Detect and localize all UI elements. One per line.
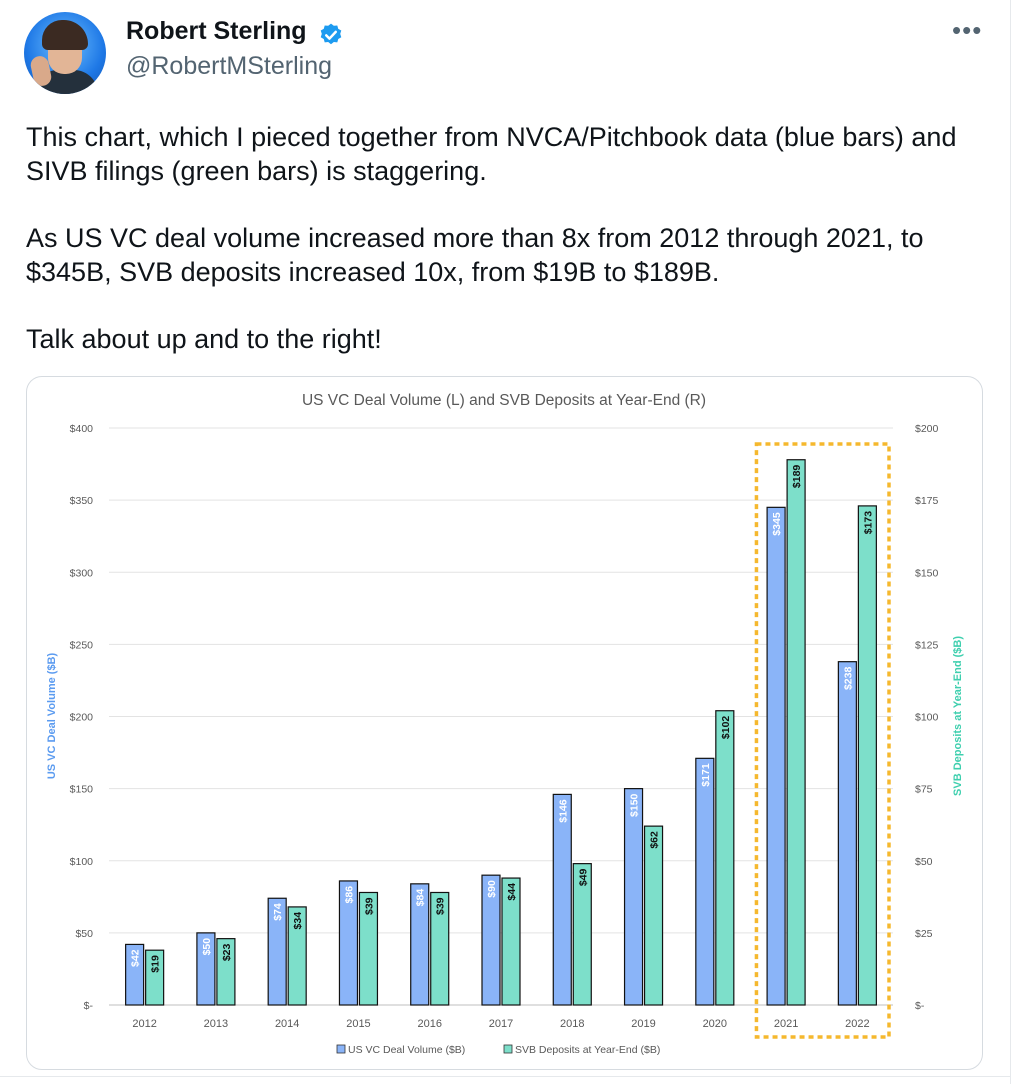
y2-axis-tick-label: $150 <box>915 567 939 579</box>
page-right-border <box>1010 0 1011 1084</box>
y2-axis-tick-label: $175 <box>915 495 939 507</box>
bar-svb-deposits <box>643 825 664 1006</box>
data-label-svb-deposits: $34 <box>292 912 304 930</box>
x-axis-tick-label: 2019 <box>631 1018 655 1030</box>
y2-axis-tick-label: $- <box>915 1000 925 1012</box>
bar-us-vc-deal-volume <box>267 897 287 1006</box>
x-axis-tick-label: 2021 <box>774 1018 798 1030</box>
data-label-us-vc-deal-volume: $238 <box>842 667 854 691</box>
bar-chart: US VC Deal Volume (L) and SVB Deposits a… <box>46 392 964 1056</box>
y2-axis-tick-label: $25 <box>915 928 933 940</box>
data-label-svb-deposits: $62 <box>649 831 661 849</box>
data-label-svb-deposits: $49 <box>577 868 589 886</box>
verified-badge-icon <box>320 23 342 45</box>
data-label-us-vc-deal-volume: $345 <box>771 512 783 536</box>
bar-us-vc-deal-volume <box>410 883 430 1006</box>
chart-title: US VC Deal Volume (L) and SVB Deposits a… <box>302 392 706 409</box>
more-options-icon[interactable]: ••• <box>952 15 983 45</box>
tweet-text: This chart, which I pieced together from… <box>26 120 986 389</box>
data-label-us-vc-deal-volume: $74 <box>272 903 284 921</box>
y2-axis-tick-label: $75 <box>915 784 933 796</box>
bar-us-vc-deal-volume <box>837 661 857 1006</box>
bar-us-vc-deal-volume <box>695 757 715 1006</box>
bar-svb-deposits <box>857 505 877 1006</box>
bar-us-vc-deal-volume <box>481 874 501 1006</box>
bar-svb-deposits <box>572 863 592 1006</box>
legend-swatch-svb-deposits <box>503 1044 513 1054</box>
y-axis-tick-label: $- <box>84 1000 94 1012</box>
bar-us-vc-deal-volume <box>552 793 572 1006</box>
data-label-us-vc-deal-volume: $42 <box>130 949 142 967</box>
chart-image-card[interactable]: US VC Deal Volume (L) and SVB Deposits a… <box>26 376 983 1070</box>
data-label-svb-deposits: $23 <box>221 943 233 961</box>
y-axis-title: US VC Deal Volume ($B) <box>46 653 58 780</box>
x-axis-tick-label: 2022 <box>845 1018 869 1030</box>
author-handle[interactable]: @RobertMSterling <box>126 52 333 80</box>
data-label-us-vc-deal-volume: $146 <box>557 799 569 823</box>
y-axis-tick-label: $250 <box>70 639 94 651</box>
x-axis-tick-label: 2013 <box>204 1018 228 1030</box>
data-label-svb-deposits: $19 <box>150 955 162 973</box>
tweet-paragraph: As US VC deal volume increased more than… <box>26 223 924 287</box>
bar-svb-deposits <box>501 877 521 1006</box>
y-axis-tick-label: $350 <box>70 495 94 507</box>
y-axis-tick-label: $300 <box>70 567 94 579</box>
bar-svb-deposits <box>715 710 735 1006</box>
data-label-svb-deposits: $39 <box>363 897 375 915</box>
bar-svb-deposits <box>358 891 379 1006</box>
bar-svb-deposits <box>145 949 165 1006</box>
profile-avatar[interactable] <box>24 12 106 94</box>
x-axis-tick-label: 2016 <box>417 1018 441 1030</box>
author-name[interactable]: Robert Sterling <box>126 17 307 45</box>
bar-us-vc-deal-volume <box>196 932 216 1006</box>
tweet-paragraph: This chart, which I pieced together from… <box>26 122 957 186</box>
tweet-paragraph: Talk about up and to the right! <box>26 324 382 354</box>
y-axis-tick-label: $150 <box>70 784 94 796</box>
x-axis-tick-label: 2017 <box>489 1018 513 1030</box>
y2-axis-tick-label: $200 <box>915 423 939 435</box>
legend-label-us-vc-deal-volume: US VC Deal Volume ($B) <box>348 1044 465 1056</box>
data-label-us-vc-deal-volume: $90 <box>486 880 498 898</box>
highlight-box <box>754 442 891 1039</box>
data-label-us-vc-deal-volume: $86 <box>343 886 355 904</box>
y2-axis-title: SVB Deposits at Year-End ($B) <box>952 636 964 796</box>
bar-us-vc-deal-volume <box>125 943 145 1006</box>
bar-svb-deposits <box>786 459 806 1006</box>
x-axis-tick-label: 2014 <box>275 1018 299 1030</box>
x-axis-tick-label: 2012 <box>132 1018 156 1030</box>
bar-us-vc-deal-volume <box>766 506 786 1006</box>
legend-label-svb-deposits: SVB Deposits at Year-End ($B) <box>515 1044 660 1056</box>
bar-svb-deposits <box>216 938 236 1006</box>
data-label-us-vc-deal-volume: $150 <box>629 793 641 817</box>
data-label-svb-deposits: $44 <box>506 883 518 901</box>
data-label-svb-deposits: $102 <box>720 716 732 740</box>
data-label-us-vc-deal-volume: $50 <box>201 938 213 956</box>
legend-swatch-us-vc-deal-volume <box>336 1044 346 1054</box>
bar-svb-deposits <box>287 906 307 1006</box>
y2-axis-tick-label: $100 <box>915 712 939 724</box>
x-axis-tick-label: 2020 <box>703 1018 727 1030</box>
data-label-us-vc-deal-volume: $84 <box>415 889 427 907</box>
y-axis-tick-label: $200 <box>70 712 94 724</box>
y-axis-tick-label: $100 <box>70 856 94 868</box>
bar-svb-deposits <box>430 891 450 1006</box>
page-bottom-border <box>0 1076 1011 1077</box>
data-label-svb-deposits: $39 <box>435 897 447 915</box>
data-label-svb-deposits: $173 <box>862 511 874 535</box>
y2-axis-tick-label: $50 <box>915 856 933 868</box>
x-axis-tick-label: 2018 <box>560 1018 584 1030</box>
data-label-svb-deposits: $189 <box>791 465 803 489</box>
avatar-hair-shape <box>42 20 88 50</box>
bar-us-vc-deal-volume <box>623 788 644 1006</box>
x-axis-tick-label: 2015 <box>346 1018 370 1030</box>
y2-axis-tick-label: $125 <box>915 639 939 651</box>
y-axis-tick-label: $50 <box>75 928 93 940</box>
bar-us-vc-deal-volume <box>338 880 359 1006</box>
data-label-us-vc-deal-volume: $171 <box>700 763 712 787</box>
y-axis-tick-label: $400 <box>70 423 94 435</box>
